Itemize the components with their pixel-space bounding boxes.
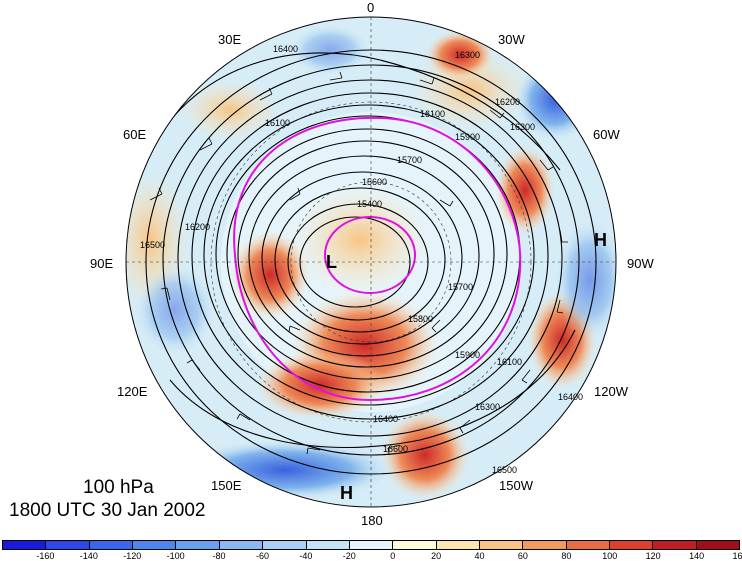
- colorbar-swatch: [133, 541, 177, 549]
- colorbar: [2, 540, 740, 550]
- colorbar-label: 160: [732, 551, 742, 561]
- colorbar-swatch: [219, 541, 264, 549]
- contour-label: 16200: [495, 97, 520, 107]
- level-title: 100 hPa: [83, 477, 154, 498]
- colorbar-label: -20: [342, 551, 356, 561]
- wind-barbs: [149, 71, 568, 455]
- colorbar-label: -40: [299, 551, 313, 561]
- contour-label: 16400: [373, 414, 398, 424]
- colorbar-swatch: [176, 541, 220, 549]
- lon-label-150e: 150E: [211, 478, 242, 493]
- colorbar-label: -100: [166, 551, 185, 561]
- contour-label: 16400: [558, 392, 583, 402]
- time-title: 1800 UTC 30 Jan 2002: [9, 500, 206, 521]
- colorbar-label: -160: [36, 551, 55, 561]
- graticule: [126, 17, 616, 507]
- contour-label: 16100: [497, 357, 522, 367]
- lon-label-0: 0: [367, 0, 375, 15]
- colorbar-swatch: [696, 541, 740, 549]
- colorbar-swatch: [393, 541, 437, 549]
- colorbar-swatch: [349, 541, 394, 549]
- lon-label-30e: 30E: [218, 32, 242, 47]
- lon-label-120w: 120W: [594, 384, 628, 399]
- contour-label: 15400: [357, 199, 382, 209]
- contour-label: 16200: [185, 222, 210, 232]
- lon-label-90e: 90E: [90, 256, 114, 271]
- colorbar-label: -120: [123, 551, 142, 561]
- colorbar-label: 120: [645, 551, 661, 561]
- colorbar-swatch: [566, 541, 611, 549]
- colorbar-label: 0: [390, 551, 396, 561]
- colorbar-label: 100: [602, 551, 618, 561]
- contour-label: 16600: [383, 444, 408, 454]
- colorbar-label: -60: [255, 551, 269, 561]
- contour-label: 16300: [475, 402, 500, 412]
- contour-label: 16300: [455, 50, 480, 60]
- colorbar-swatch: [479, 541, 524, 549]
- contour-label: 16100: [265, 118, 290, 128]
- colorbar-swatch: [610, 541, 654, 549]
- lon-label-150w: 150W: [499, 478, 533, 493]
- colorbar-swatch: [3, 541, 47, 549]
- colorbar-swatch: [89, 541, 134, 549]
- lon-label-180: 180: [361, 513, 383, 528]
- contour-label: 16500: [140, 240, 165, 250]
- colorbar-swatch: [523, 541, 567, 549]
- contour-label: 15900: [455, 350, 480, 360]
- colorbar-label: 40: [474, 551, 485, 561]
- contour-label: 15600: [362, 177, 387, 187]
- contour-label: 15900: [455, 132, 480, 142]
- colorbar-swatch: [653, 541, 697, 549]
- high-center-east: H: [594, 230, 607, 250]
- colorbar-swatch: [306, 541, 350, 549]
- contour-label: 16300: [510, 122, 535, 132]
- lon-label-90w: 90W: [627, 256, 654, 271]
- colorbar-label: 80: [561, 551, 572, 561]
- colorbar-label: -140: [79, 551, 98, 561]
- lon-label-30w: 30W: [498, 32, 525, 47]
- colorbar-label: 20: [431, 551, 442, 561]
- contour-label: 15800: [408, 314, 433, 324]
- low-center: L: [326, 252, 337, 272]
- contour-label: 16100: [420, 109, 445, 119]
- high-center-south: H: [340, 483, 353, 503]
- contour-label: 16500: [492, 465, 517, 475]
- lon-label-120e: 120E: [117, 384, 148, 399]
- contour-label: 16400: [273, 44, 298, 54]
- contour-labels: 16400 16300 16100 16200 15900 15700 1560…: [140, 44, 583, 475]
- contour-label: 15700: [397, 155, 422, 165]
- lon-label-60e: 60E: [123, 127, 147, 142]
- colorbar-label: 60: [517, 551, 528, 561]
- colorbar-label: 140: [689, 551, 705, 561]
- contour-label: 15700: [448, 282, 473, 292]
- colorbar-swatch: [436, 541, 480, 549]
- jet-axis: [233, 116, 522, 402]
- lon-label-60w: 60W: [593, 127, 620, 142]
- map-border: [125, 16, 617, 508]
- colorbar-label: -80: [212, 551, 226, 561]
- colorbar-swatch: [263, 541, 307, 549]
- colorbar-swatch: [46, 541, 90, 549]
